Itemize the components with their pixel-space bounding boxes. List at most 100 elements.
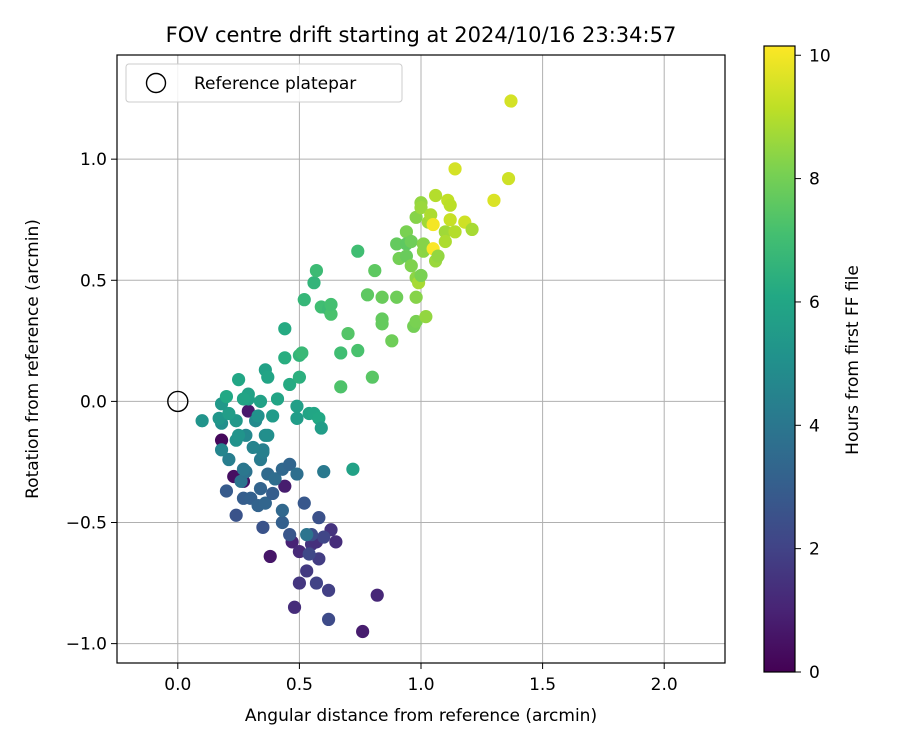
scatter-point bbox=[222, 406, 236, 421]
scatter-point bbox=[307, 276, 321, 290]
y-axis: −1.0 −0.5 0.0 0.5 1.0 bbox=[66, 150, 117, 655]
scatter-point bbox=[275, 515, 289, 530]
scatter-point bbox=[409, 314, 423, 329]
scatter-point bbox=[278, 479, 292, 493]
scatter-point bbox=[404, 259, 418, 273]
scatter-point bbox=[334, 380, 348, 394]
scatter-point bbox=[431, 249, 445, 263]
scatter-point bbox=[261, 370, 275, 384]
colorbar-label: Hours from first FF file bbox=[843, 265, 863, 455]
scatter-point bbox=[317, 530, 331, 544]
scatter-point bbox=[365, 370, 379, 384]
scatter-point bbox=[351, 244, 365, 258]
scatter-point bbox=[419, 310, 433, 324]
scatter-point bbox=[341, 326, 355, 341]
scatter-point bbox=[390, 290, 404, 304]
scatter-point bbox=[258, 496, 272, 510]
scatter-point bbox=[390, 237, 404, 251]
scatter-point bbox=[443, 198, 457, 212]
scatter-point bbox=[324, 307, 338, 321]
scatter-point bbox=[287, 600, 302, 614]
scatter-point bbox=[409, 290, 423, 304]
colorbar-tick-label: 2 bbox=[809, 540, 820, 560]
colorbar-tick-label: 10 bbox=[809, 46, 831, 66]
scatter-point bbox=[261, 428, 275, 442]
scatter-point bbox=[324, 297, 338, 312]
y-tick-label: 1.0 bbox=[80, 150, 107, 170]
scatter-point bbox=[278, 322, 292, 336]
scatter-point bbox=[443, 213, 457, 227]
scatter-points bbox=[195, 94, 518, 639]
scatter-point bbox=[263, 549, 277, 564]
scatter-point bbox=[297, 293, 311, 307]
scatter-point bbox=[438, 225, 452, 239]
scatter-point bbox=[501, 171, 516, 186]
scatter-point bbox=[214, 443, 229, 457]
scatter-point bbox=[487, 193, 501, 207]
scatter-point bbox=[312, 552, 326, 566]
scatter-point bbox=[219, 389, 234, 404]
reference-platepar-marker bbox=[167, 390, 189, 413]
colorbar-tick-label: 0 bbox=[809, 663, 820, 683]
scatter-point bbox=[295, 346, 309, 360]
colorbar: 0 2 4 6 8 10 Hours from first FF file bbox=[763, 45, 863, 683]
scatter-point bbox=[302, 547, 316, 561]
colorbar-ticks: 0 2 4 6 8 10 bbox=[795, 46, 831, 683]
scatter-point bbox=[241, 404, 255, 418]
x-axis-label: Angular distance from reference (arcmin) bbox=[245, 706, 597, 726]
scatter-point bbox=[195, 414, 209, 428]
scatter-point bbox=[426, 217, 440, 232]
scatter-point bbox=[329, 535, 343, 549]
scatter-point bbox=[448, 225, 462, 239]
chart-title: FOV centre drift starting at 2024/10/16 … bbox=[166, 23, 677, 47]
scatter-point bbox=[292, 370, 306, 384]
x-tick-label: 1.0 bbox=[407, 675, 434, 695]
scatter-point bbox=[438, 234, 452, 249]
scatter-point bbox=[229, 508, 243, 522]
scatter-point bbox=[334, 346, 348, 360]
scatter-point bbox=[290, 399, 304, 413]
reference-marker bbox=[167, 390, 189, 413]
scatter-point bbox=[246, 440, 260, 455]
colorbar-tick-label: 4 bbox=[809, 416, 820, 436]
scatter-point bbox=[309, 263, 324, 278]
scatter-point bbox=[370, 588, 384, 602]
legend-entry-reference: Reference platepar bbox=[194, 74, 356, 94]
scatter-point bbox=[270, 392, 285, 406]
scatter-point bbox=[214, 433, 229, 447]
x-axis: 0.0 0.5 1.0 1.5 2.0 bbox=[164, 663, 678, 695]
scatter-point bbox=[256, 520, 270, 534]
scatter-point bbox=[292, 576, 306, 590]
scatter-point bbox=[317, 465, 331, 479]
y-tick-label: −1.0 bbox=[66, 635, 107, 655]
scatter-point bbox=[504, 94, 518, 108]
scatter-point bbox=[266, 409, 280, 423]
scatter-point bbox=[232, 372, 246, 387]
scatter-point bbox=[416, 237, 431, 251]
x-tick-label: 2.0 bbox=[651, 675, 678, 695]
scatter-point bbox=[232, 428, 246, 442]
scatter-point bbox=[375, 290, 389, 304]
legend-box bbox=[125, 63, 403, 103]
scatter-point bbox=[222, 452, 236, 467]
scatter-point bbox=[297, 496, 311, 510]
colorbar-gradient bbox=[764, 46, 795, 672]
colorbar-frame bbox=[763, 45, 796, 673]
scatter-point bbox=[346, 462, 360, 476]
scatter-point bbox=[356, 624, 370, 639]
scatter-point bbox=[385, 334, 399, 348]
scatter-point bbox=[278, 351, 292, 365]
y-tick-label: −0.5 bbox=[66, 514, 107, 534]
y-tick-label: 0.0 bbox=[80, 392, 107, 412]
scatter-point bbox=[212, 411, 226, 425]
scatter-point bbox=[428, 188, 443, 203]
scatter-point bbox=[251, 409, 265, 423]
scatter-point bbox=[314, 421, 328, 435]
scatter-point bbox=[448, 162, 462, 176]
scatter-point bbox=[312, 511, 326, 525]
scatter-point bbox=[404, 234, 418, 249]
legend-reference-marker bbox=[145, 72, 167, 94]
scatter-point bbox=[290, 467, 304, 481]
scatter-point bbox=[268, 472, 282, 486]
